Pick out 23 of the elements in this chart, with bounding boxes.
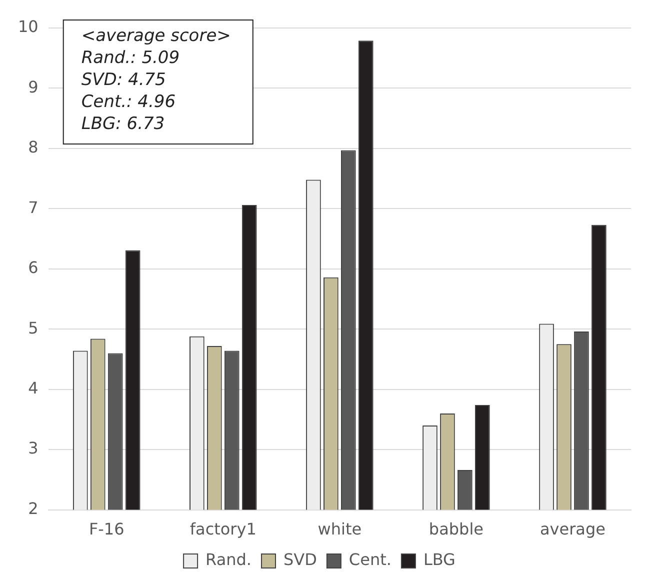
y-tick-label: 4: [28, 378, 38, 398]
legend-label: Cent.: [348, 550, 392, 570]
y-tick-label: 6: [28, 258, 38, 278]
x-tick-label: average: [540, 520, 606, 539]
annotation: Cent.: 4.96: [81, 92, 176, 112]
legend-label: SVD: [284, 550, 317, 570]
y-tick-label: 3: [28, 438, 38, 458]
x-tick-label: white: [318, 520, 362, 539]
annotation: LBG: 6.73: [81, 114, 165, 134]
annotation: Rand.: 5.09: [81, 48, 180, 68]
y-tick-label: 10: [18, 17, 38, 36]
y-tick-label: 8: [28, 138, 38, 157]
y-tick-label: 9: [28, 77, 38, 96]
x-tick-label: babble: [428, 520, 484, 539]
y-tick-label: 7: [28, 198, 38, 217]
x-tick-label: F-16: [88, 520, 124, 539]
y-tick-label: 2: [28, 498, 38, 518]
legend-label: LBG: [423, 550, 456, 570]
annotation: SVD: 4.75: [81, 70, 166, 90]
annotation: <average score>: [81, 26, 231, 46]
y-tick-label: 5: [28, 318, 38, 338]
x-tick-label: factory1: [190, 520, 256, 539]
legend-label: Rand.: [206, 550, 252, 570]
